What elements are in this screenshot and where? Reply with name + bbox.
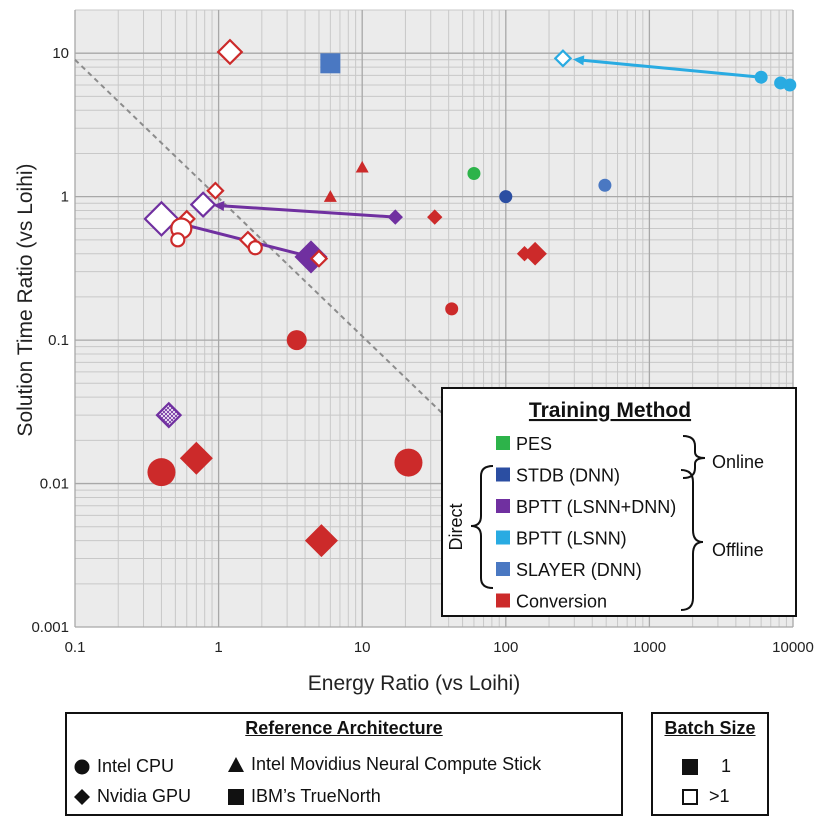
triangle-point: [355, 160, 369, 173]
triangle-point: [323, 190, 337, 202]
batch-legend-title: Batch Size: [664, 718, 756, 738]
legend-item-truenorth: IBM’s TrueNorth: [227, 786, 381, 807]
diamond-point: [143, 200, 180, 237]
reference-dashed-line: [74, 59, 450, 421]
reference-architecture-legend: Reference Architecture Intel CPU Intel M…: [65, 712, 623, 816]
circle-point: [394, 448, 423, 477]
circle-point: [598, 178, 612, 192]
open-square-icon: [682, 788, 698, 805]
x-tick-label: 100: [493, 639, 518, 656]
y-tick-labels: 0.001 0.01 0.1 1 10: [31, 45, 69, 636]
circle-point: [445, 302, 459, 316]
filled-diamond-icon: [74, 788, 90, 805]
legend-item-batch-gt1: >1: [681, 786, 730, 807]
diamond-point: [553, 49, 573, 68]
diamond-point: [309, 249, 329, 268]
diamond-point: [387, 209, 403, 225]
circle-point: [467, 166, 481, 180]
legend-item-movidius: Intel Movidius Neural Compute Stick: [227, 754, 541, 775]
training-legend-label: STDB (DNN): [516, 466, 620, 486]
training-legend-label: Conversion: [516, 592, 607, 612]
legend-item-batch-1: 1: [681, 756, 731, 777]
filled-square-icon: [682, 758, 698, 775]
filled-triangle-icon: [228, 756, 244, 772]
legend-swatch: [496, 593, 510, 608]
x-tick-label: 10: [354, 639, 371, 656]
diamond-point: [304, 524, 338, 558]
square-point: [320, 53, 341, 74]
diamond-point: [216, 38, 244, 66]
x-tick-label: 1: [214, 639, 222, 656]
circle-point: [170, 232, 186, 248]
online-label: Online: [712, 452, 764, 472]
y-axis-label: Solution Time Ratio (vs Loihi): [14, 163, 37, 436]
circle-point: [147, 458, 176, 487]
legend-swatch: [496, 530, 510, 545]
diamond-point: [179, 441, 213, 475]
x-tick-label: 0.1: [65, 639, 86, 656]
x-tick-label: 1000: [633, 639, 666, 656]
circle-point: [286, 330, 307, 351]
legend-swatch: [496, 436, 510, 450]
y-tick-label: 0.01: [40, 476, 69, 493]
x-tick-label: 10000: [772, 639, 814, 656]
batch-size-legend: Batch Size 1 >1: [651, 712, 769, 816]
training-legend-title: Training Method: [529, 399, 691, 422]
circle-point: [783, 78, 797, 92]
training-method-legend: Training Method PES STDB (DNN) BPTT (LSNN+…: [441, 387, 797, 617]
offline-label: Offline: [712, 540, 764, 560]
offline-brace: [680, 469, 704, 611]
legend-item-nvidia-gpu: Nvidia GPU: [73, 786, 191, 807]
direct-label: Direct: [446, 503, 466, 550]
y-tick-label: 0.001: [31, 619, 69, 636]
arrow-head: [213, 200, 225, 211]
online-brace: [682, 435, 706, 479]
training-legend-label: BPTT (LSNN): [516, 529, 627, 549]
x-tick-labels: 0.1 1 10 100 1000 10000: [65, 639, 814, 656]
circle-point: [247, 240, 263, 256]
training-legend-label: BPTT (LSNN+DNN): [516, 497, 676, 517]
reference-legend-title: Reference Architecture: [245, 718, 443, 738]
circle-point: [499, 190, 513, 204]
diamond-point: [523, 241, 547, 266]
diamond-point: [206, 181, 225, 200]
circle-point: [754, 70, 768, 84]
diamond-point: [155, 401, 183, 429]
y-tick-label: 0.1: [48, 332, 69, 349]
legend-swatch: [496, 562, 510, 576]
data-points: [143, 38, 797, 558]
diamond-point: [427, 209, 443, 225]
arrow-line: [218, 204, 396, 219]
arrow-head: [572, 55, 585, 66]
arrow-line: [578, 58, 762, 79]
scatter-chart: 0.1 1 10 100 1000 10000 0.001 0.01 0.1 1 10 Energ…: [14, 9, 814, 695]
legend-swatch: [496, 467, 510, 482]
diamond-point: [189, 191, 217, 218]
x-axis-label: Energy Ratio (vs Loihi): [308, 672, 520, 695]
training-legend-label: PES: [516, 434, 552, 454]
legend-swatch: [496, 499, 510, 513]
training-legend-items: PES STDB (DNN) BPTT (LSNN+DNN) BPTT (LSNN) S…: [496, 434, 676, 612]
legend-item-intel-cpu: Intel CPU: [73, 756, 174, 777]
direct-brace: [470, 465, 494, 589]
training-legend-label: SLAYER (DNN): [516, 560, 642, 580]
y-tick-label: 10: [52, 45, 69, 62]
filled-square-icon: [228, 788, 244, 805]
y-tick-label: 1: [61, 189, 69, 206]
filled-circle-icon: [74, 759, 90, 774]
